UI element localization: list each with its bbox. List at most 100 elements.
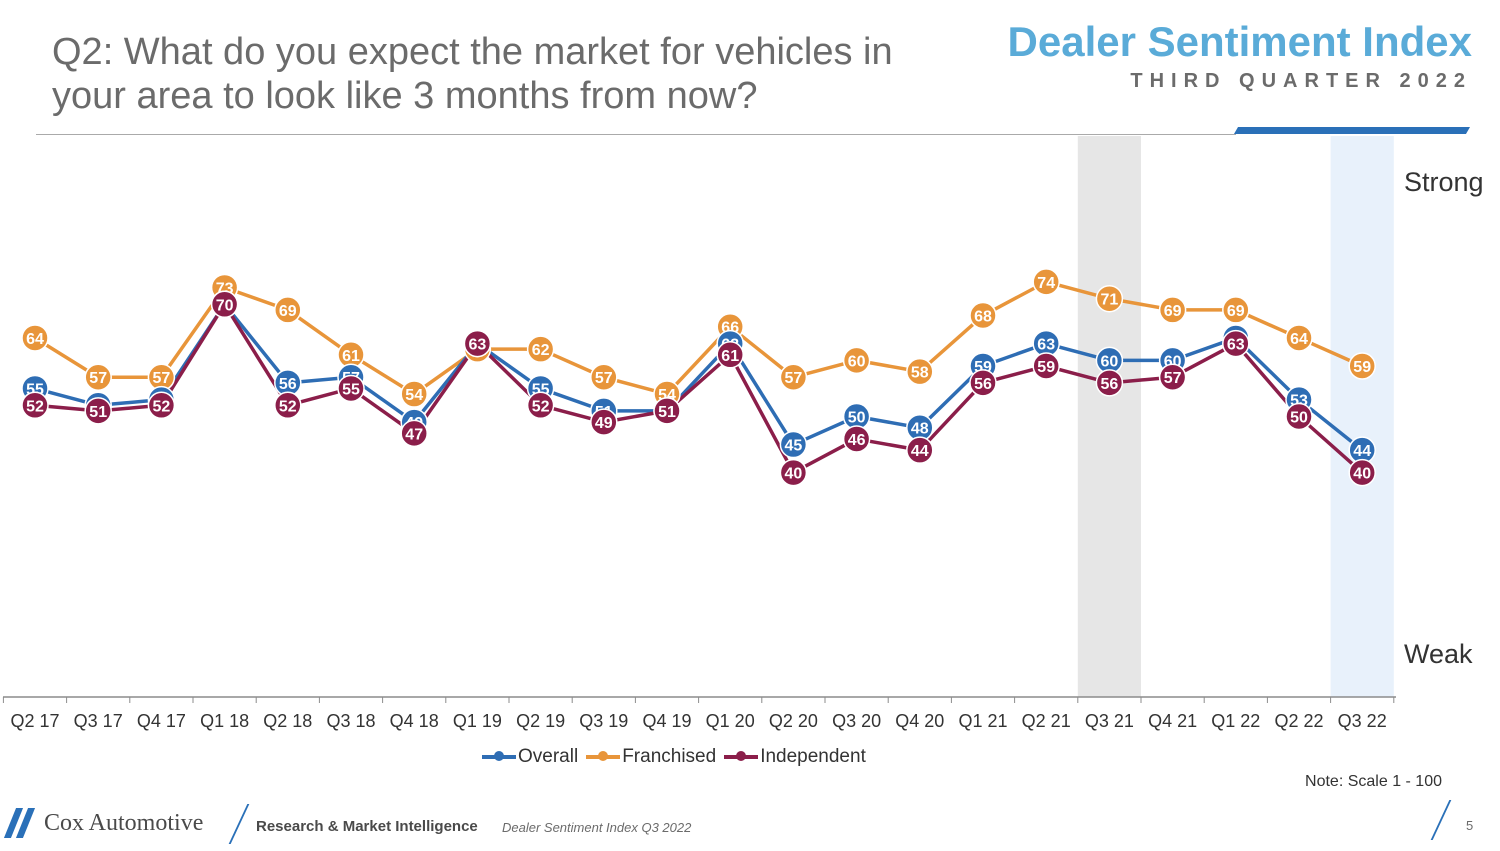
data-label-independent: 59 (1037, 359, 1055, 376)
data-point-independent (1095, 369, 1124, 397)
data-point-franchised (1348, 352, 1376, 380)
x-tick-label: Q3 22 (1338, 711, 1387, 731)
legend-label-independent: Independent (760, 746, 866, 767)
data-label-franchised: 57 (89, 370, 107, 387)
x-tick-label: Q2 17 (10, 711, 59, 731)
highlight-band (1077, 136, 1141, 697)
data-label-independent: 47 (405, 426, 423, 443)
data-label-franchised: 60 (848, 353, 866, 370)
x-tick-label: Q1 22 (1211, 711, 1260, 731)
page-title: Q2: What do you expect the market for ve… (52, 31, 893, 117)
legend-swatch-overall (482, 751, 516, 761)
data-label-independent: 52 (26, 398, 44, 415)
data-point-franchised (400, 380, 428, 408)
x-tick-label: Q3 20 (832, 711, 881, 731)
y-end-label-strong: Strong (1404, 167, 1484, 197)
legend-item-franchised: Franchised (586, 746, 716, 768)
highlight-band (1330, 136, 1394, 697)
legend-item-independent: Independent (724, 746, 866, 768)
data-label-independent: 70 (216, 297, 234, 314)
data-point-independent (590, 408, 618, 436)
data-point-independent (210, 290, 239, 319)
x-tick-label: Q4 19 (642, 711, 691, 731)
data-label-independent: 49 (595, 415, 613, 432)
data-point-independent (716, 341, 744, 369)
data-label-independent: 52 (279, 398, 297, 415)
title-divider (36, 134, 1236, 135)
data-point-independent (779, 458, 808, 487)
data-point-independent (21, 391, 49, 420)
data-label-independent: 44 (911, 443, 929, 460)
data-point-franchised (1222, 296, 1250, 324)
x-tick-label: Q1 19 (453, 711, 502, 731)
x-tick-label: Q2 21 (1022, 711, 1071, 731)
data-label-franchised: 69 (1164, 303, 1182, 320)
data-point-franchised (1158, 296, 1187, 324)
data-label-franchised: 69 (279, 303, 297, 320)
data-label-franchised: 62 (532, 342, 550, 359)
x-tick-label: Q1 18 (200, 711, 249, 731)
data-point-franchised (1032, 268, 1060, 296)
data-label-independent: 56 (1101, 376, 1119, 393)
data-point-independent (653, 397, 681, 425)
page-number: 5 (1466, 818, 1474, 833)
data-point-independent (969, 369, 997, 397)
data-label-overall: 48 (911, 421, 929, 438)
legend-swatch-franchised (586, 751, 621, 761)
data-point-franchised (84, 363, 112, 391)
series-line-independent (34, 302, 1364, 475)
data-point-independent (274, 391, 302, 420)
data-point-franchised (1285, 324, 1313, 352)
report-brand-title: Dealer Sentiment Index (1007, 18, 1472, 65)
data-label-franchised: 71 (1101, 292, 1119, 309)
data-label-independent: 40 (1353, 466, 1371, 483)
legend-label-overall: Overall (518, 746, 579, 767)
data-label-independent: 52 (153, 398, 171, 415)
data-label-franchised: 59 (1353, 359, 1371, 376)
data-label-franchised: 69 (1227, 303, 1245, 320)
x-tick-label: Q2 20 (769, 711, 818, 731)
data-point-independent (1285, 402, 1313, 431)
data-label-independent: 51 (658, 404, 676, 421)
chart-legend: Overall Franchised Independent (482, 745, 874, 769)
data-point-independent (84, 397, 112, 425)
data-point-franchised (21, 324, 49, 352)
report-brand-subtitle: THIRD QUARTER 2022 (1130, 70, 1472, 92)
data-label-independent: 55 (342, 381, 360, 398)
legend-label-franchised: Franchised (622, 746, 717, 767)
x-tick-label: Q3 18 (326, 711, 375, 731)
data-label-franchised: 54 (405, 387, 423, 404)
data-label-independent: 61 (721, 348, 739, 365)
data-point-franchised (779, 363, 808, 391)
data-label-independent: 57 (1164, 370, 1182, 387)
data-point-independent (147, 391, 176, 420)
data-point-franchised (526, 335, 555, 363)
company-name: Cox Automotive (44, 809, 204, 836)
x-tick-label: Q1 21 (958, 711, 1007, 731)
series-line-overall (34, 302, 1364, 452)
data-label-franchised: 68 (974, 309, 992, 326)
data-point-independent (400, 419, 428, 448)
data-point-independent (842, 425, 871, 453)
data-label-independent: 50 (1290, 410, 1308, 427)
data-label-franchised: 61 (342, 348, 360, 365)
data-label-overall: 56 (279, 376, 297, 393)
x-tick-label: Q3 17 (74, 711, 123, 731)
company-logo: Cox Automotive (3, 806, 204, 840)
legend-item-overall: Overall (482, 746, 578, 768)
y-end-label-weak: Weak (1404, 639, 1473, 669)
legend-swatch-independent (724, 751, 759, 761)
data-point-independent (526, 391, 555, 420)
data-label-franchised: 57 (153, 370, 171, 387)
x-tick-label: Q4 18 (390, 711, 439, 731)
data-label-overall: 45 (785, 438, 803, 455)
data-label-independent: 56 (974, 376, 992, 393)
scale-note: Note: Scale 1 - 100 (1305, 773, 1442, 790)
footer-report-name: Dealer Sentiment Index Q3 2022 (502, 820, 692, 835)
data-point-franchised (906, 357, 934, 386)
x-tick-label: Q4 17 (137, 711, 186, 731)
data-label-overall: 60 (1101, 353, 1119, 370)
data-label-franchised: 58 (911, 365, 929, 382)
data-point-franchised (969, 301, 997, 330)
x-tick-label: Q1 20 (706, 711, 755, 731)
